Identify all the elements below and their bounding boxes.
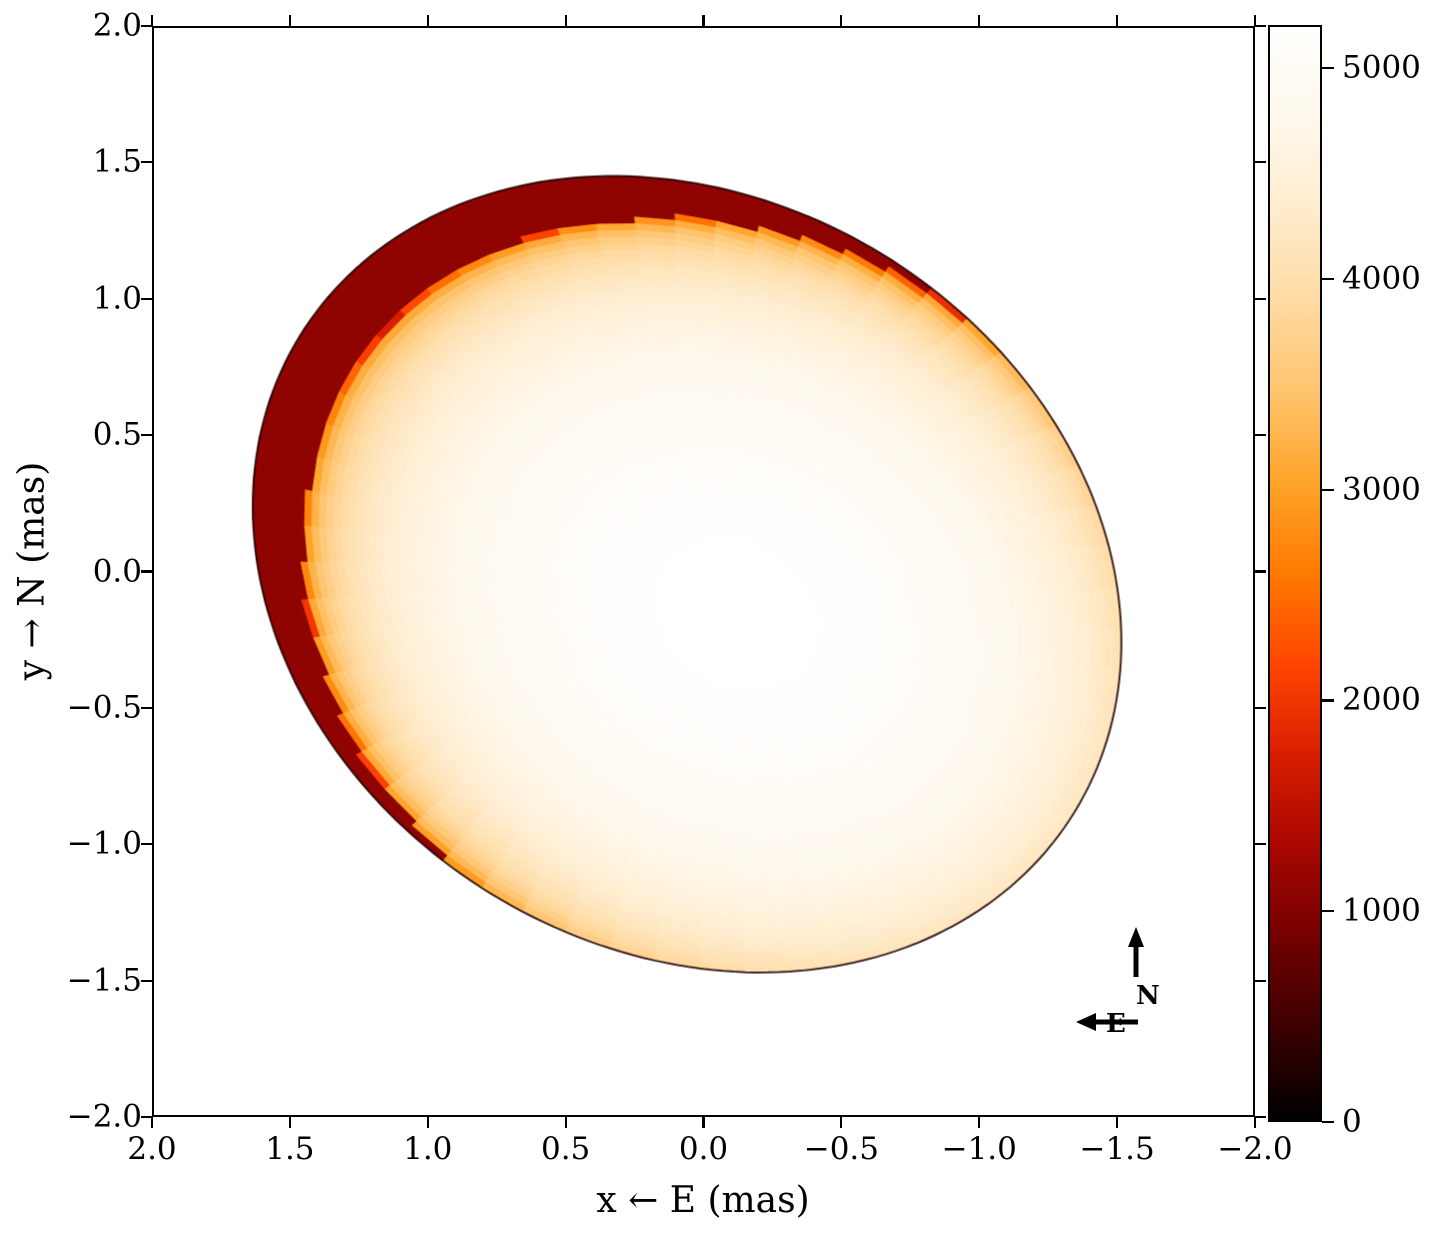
colorbar-tick-label: 3000: [1342, 471, 1421, 508]
y-tick-label: −2.0: [66, 1098, 142, 1135]
y-tick-inner: [1255, 24, 1266, 28]
y-tick: [141, 979, 152, 982]
colorbar-tick: [1322, 1120, 1334, 1124]
x-tick: [702, 1117, 705, 1128]
x-tick-label: −1.5: [1079, 1131, 1155, 1167]
x-tick-inner: [702, 15, 705, 26]
compass-east-label: E: [1106, 1009, 1126, 1039]
x-tick-label: −2.0: [1217, 1131, 1293, 1167]
y-tick-inner: [1255, 161, 1266, 164]
x-tick-label: 0.0: [678, 1131, 729, 1167]
colorbar-tick: [1322, 699, 1334, 702]
y-tick: [141, 434, 152, 437]
x-tick-label: −1.0: [941, 1131, 1017, 1167]
y-tick-inner: [1255, 297, 1266, 300]
y-tick-inner: [1255, 706, 1266, 709]
colorbar-tick-label: 5000: [1342, 49, 1421, 86]
colorbar-tick-label: 1000: [1342, 892, 1421, 929]
x-tick-inner: [1253, 15, 1257, 26]
y-tick-inner: [1255, 979, 1266, 982]
y-tick-inner: [1255, 570, 1266, 573]
y-tick-inner: [1255, 843, 1266, 846]
compass-arrows-icon: [1076, 927, 1144, 1031]
y-tick-inner: [1255, 434, 1266, 437]
y-tick: [141, 297, 152, 300]
x-tick-label: 1.0: [403, 1131, 453, 1167]
y-tick-label: 0.5: [92, 416, 142, 453]
y-tick: [141, 161, 152, 164]
y-axis-label: y → N (mas): [11, 461, 53, 681]
x-tick: [1253, 1117, 1257, 1128]
x-tick: [426, 1117, 429, 1128]
stellar-disk-image: [154, 28, 1253, 1115]
colorbar[interactable]: [1268, 25, 1322, 1122]
y-tick-label: −0.5: [66, 689, 142, 726]
y-tick-label: −1.5: [66, 962, 142, 999]
y-tick: [141, 24, 152, 28]
colorbar-tick: [1322, 67, 1334, 70]
colorbar-tick: [1322, 488, 1334, 491]
x-tick: [564, 1117, 567, 1128]
x-tick: [978, 1117, 981, 1128]
compass-rose: N E: [1060, 925, 1190, 1045]
x-tick: [288, 1117, 291, 1128]
x-tick-label: 2.0: [127, 1131, 177, 1167]
x-tick-inner: [288, 15, 291, 26]
colorbar-tick-label: 4000: [1342, 260, 1421, 297]
y-tick-label: 2.0: [92, 7, 142, 44]
x-tick: [150, 1117, 154, 1128]
x-tick-label: 0.5: [540, 1131, 591, 1167]
y-tick-label: −1.0: [66, 825, 142, 862]
x-axis-label: x ← E (mas): [596, 1180, 810, 1221]
y-tick-label: 0.0: [92, 553, 142, 589]
x-tick: [840, 1117, 843, 1128]
y-tick-label: 1.0: [92, 280, 142, 317]
x-tick-inner: [426, 15, 429, 26]
compass-north-label: N: [1136, 981, 1160, 1011]
y-tick: [141, 1115, 152, 1119]
colorbar-tick: [1322, 277, 1334, 281]
x-tick-label: −0.5: [803, 1131, 880, 1167]
colorbar-tick: [1322, 910, 1334, 913]
x-tick-inner: [1116, 15, 1119, 26]
y-tick: [141, 843, 152, 846]
x-tick: [1116, 1117, 1119, 1128]
colorbar-tick-label: 0: [1342, 1103, 1362, 1140]
y-tick-label: 1.5: [92, 143, 142, 180]
x-tick-inner: [564, 15, 567, 26]
x-tick-inner: [978, 15, 981, 26]
y-tick-inner: [1255, 1115, 1266, 1119]
x-tick-label: 1.5: [265, 1131, 315, 1167]
colorbar-tick-label: 2000: [1342, 681, 1421, 718]
x-tick-inner: [840, 15, 843, 26]
x-tick-inner: [150, 15, 154, 26]
y-tick: [141, 570, 152, 573]
plot-axes[interactable]: [152, 26, 1255, 1117]
y-tick: [141, 706, 152, 709]
colorbar-gradient: [1270, 27, 1320, 1120]
